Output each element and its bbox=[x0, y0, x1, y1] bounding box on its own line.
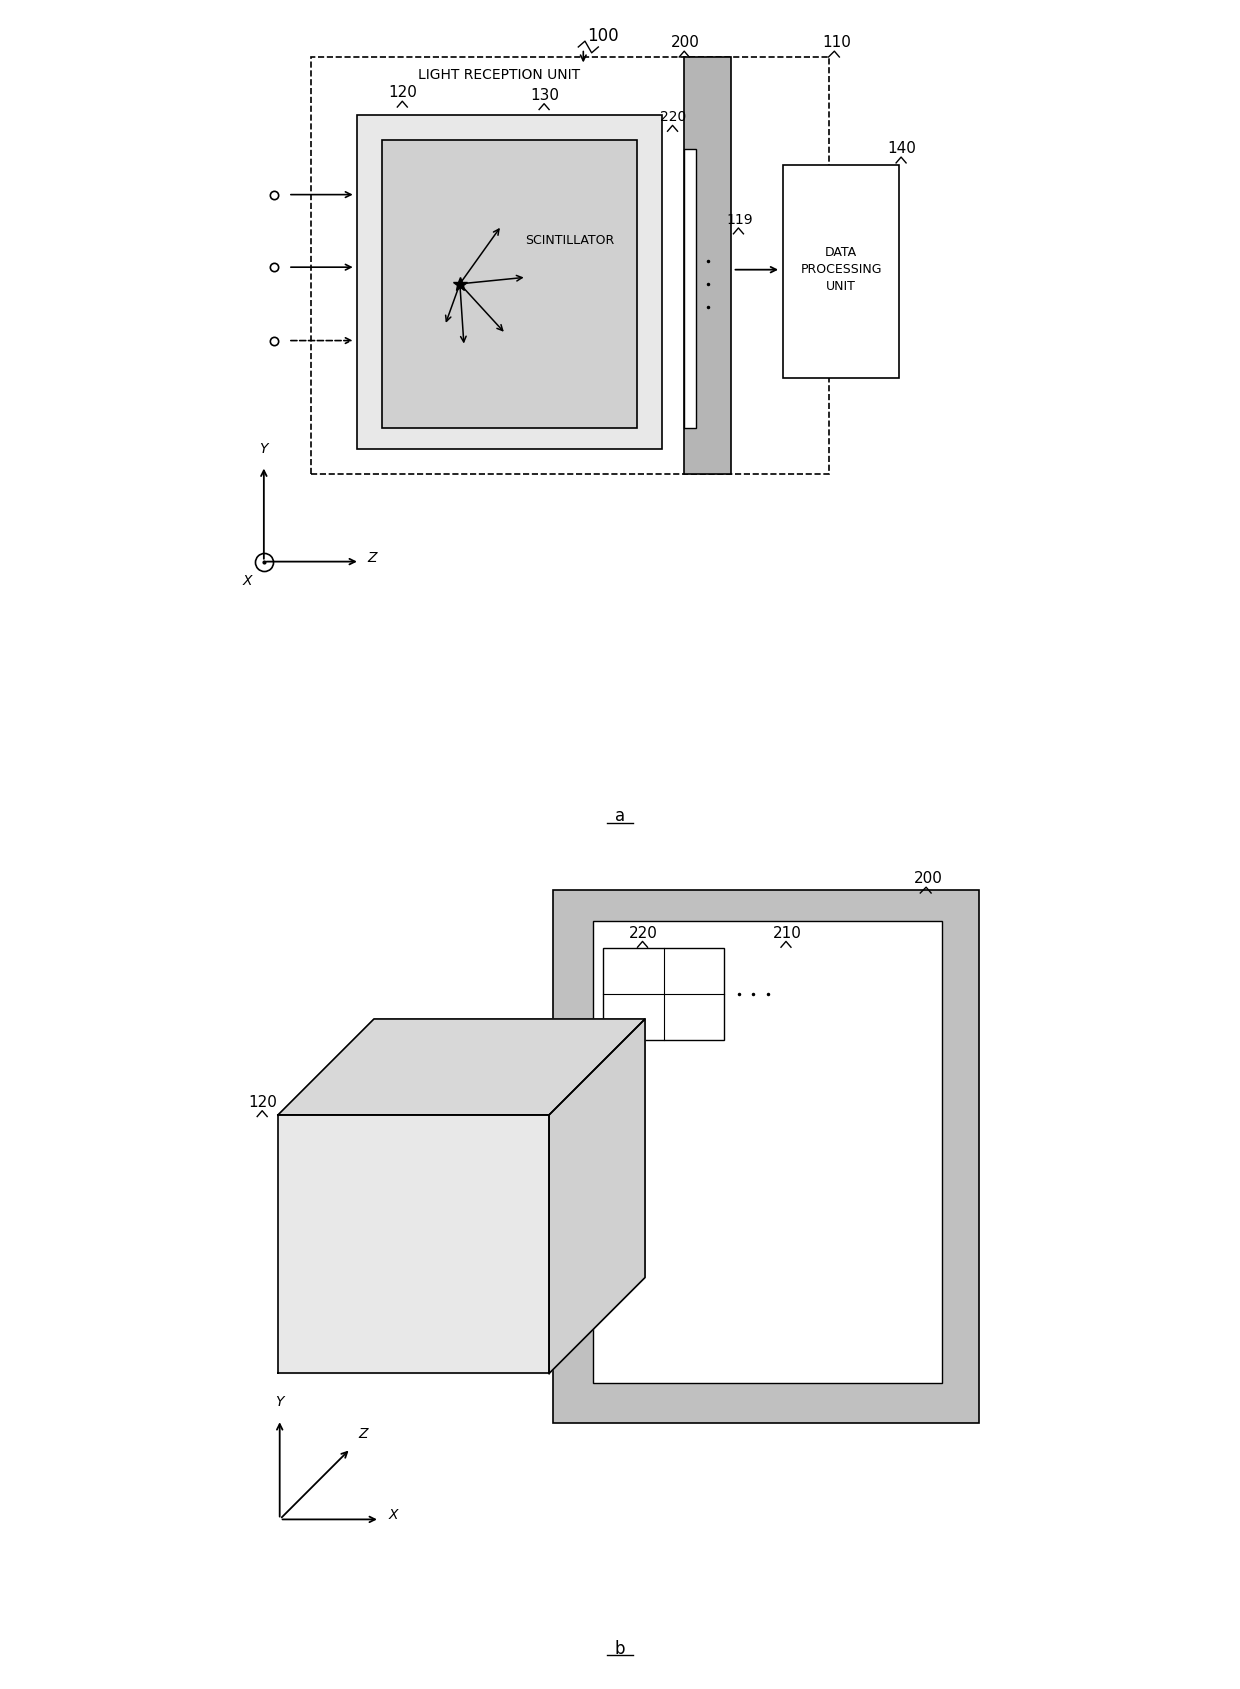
Text: 200: 200 bbox=[671, 35, 699, 51]
Text: X: X bbox=[242, 574, 252, 588]
Text: Y: Y bbox=[259, 443, 268, 456]
Text: X: X bbox=[388, 1508, 398, 1522]
Text: SCINTILLATOR: SCINTILLATOR bbox=[526, 235, 615, 247]
Bar bbox=[684, 149, 696, 427]
Bar bbox=[684, 57, 730, 475]
Text: Y: Y bbox=[275, 1395, 284, 1409]
Text: 220: 220 bbox=[629, 926, 657, 941]
Text: 220: 220 bbox=[660, 110, 687, 123]
Bar bbox=[382, 140, 636, 427]
Text: 100: 100 bbox=[588, 27, 619, 46]
Bar bbox=[604, 948, 724, 1040]
Text: DATA
PROCESSING
UNIT: DATA PROCESSING UNIT bbox=[800, 247, 882, 294]
Text: 120: 120 bbox=[248, 1094, 278, 1110]
Text: 200: 200 bbox=[914, 872, 944, 887]
Bar bbox=[311, 57, 828, 475]
Text: Z: Z bbox=[367, 551, 377, 564]
Polygon shape bbox=[278, 1115, 549, 1373]
Text: Z: Z bbox=[358, 1427, 368, 1441]
Bar bbox=[782, 166, 899, 378]
Text: 120: 120 bbox=[388, 86, 418, 100]
Bar bbox=[593, 922, 942, 1383]
Bar bbox=[357, 115, 662, 449]
Polygon shape bbox=[549, 1018, 645, 1373]
Text: b: b bbox=[615, 1640, 625, 1657]
Text: 130: 130 bbox=[531, 88, 559, 103]
Text: LIGHT RECEPTION UNIT: LIGHT RECEPTION UNIT bbox=[418, 68, 580, 83]
Text: 110: 110 bbox=[822, 35, 852, 51]
Polygon shape bbox=[278, 1018, 645, 1115]
Text: 119: 119 bbox=[725, 213, 753, 226]
Text: 140: 140 bbox=[888, 142, 916, 157]
Text: 210: 210 bbox=[773, 926, 801, 941]
Text: a: a bbox=[615, 807, 625, 824]
Bar bbox=[553, 890, 978, 1424]
